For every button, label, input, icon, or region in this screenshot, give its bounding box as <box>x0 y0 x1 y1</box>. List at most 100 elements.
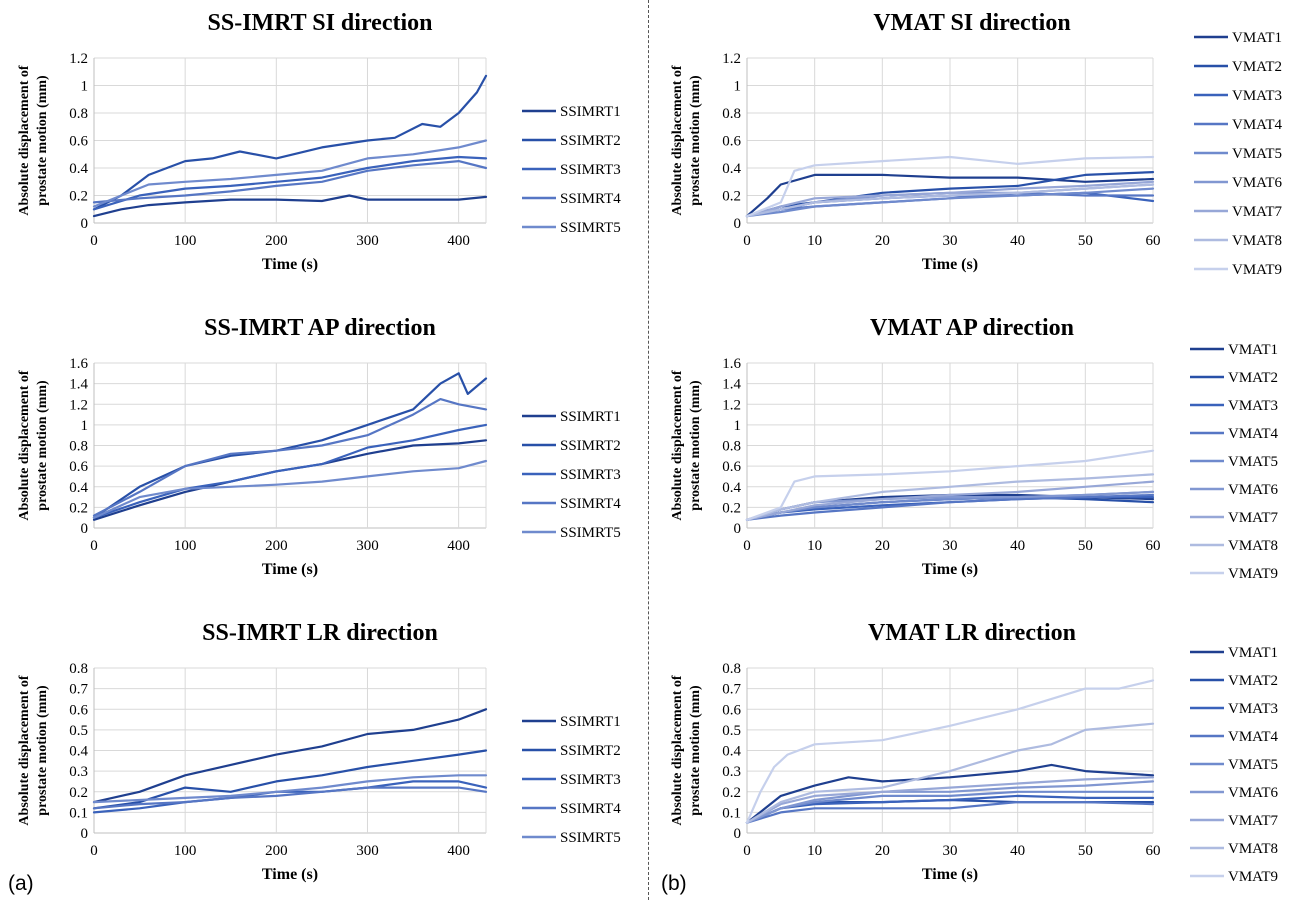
y-tick-label: 0.3 <box>69 764 88 780</box>
legend-label: SSIMRT2 <box>560 133 621 149</box>
chart-title: SS-IMRT LR direction <box>202 620 438 646</box>
y-tick-label: 0.1 <box>69 805 88 821</box>
y-tick-label: 0.8 <box>722 661 741 677</box>
y-tick-label: 1.4 <box>722 377 741 393</box>
legend-label: VMAT4 <box>1228 729 1279 745</box>
x-axis-label: Time (s) <box>262 561 318 578</box>
legend-label: VMAT1 <box>1228 342 1278 358</box>
y-tick-label: 0.6 <box>69 459 88 475</box>
legend-label: SSIMRT5 <box>560 525 621 541</box>
panel-label-b: (b) <box>661 872 687 895</box>
legend-label: VMAT9 <box>1232 262 1282 278</box>
y-tick-label: 0 <box>734 521 742 537</box>
x-tick-label: 300 <box>356 233 379 249</box>
y-tick-label: 1.2 <box>69 397 88 413</box>
x-tick-label: 0 <box>90 233 98 249</box>
x-tick-label: 20 <box>875 538 890 554</box>
series-line-vmat9 <box>745 449 1155 521</box>
x-tick-label: 10 <box>807 233 822 249</box>
series-line-ssimrt4 <box>92 398 488 517</box>
series-line-ssimrt3 <box>92 423 488 519</box>
y-axis-label: Absolute displacement of <box>670 675 685 825</box>
x-tick-label: 40 <box>1010 233 1025 249</box>
series-line-vmat4 <box>745 493 1155 521</box>
y-axis-label: prostate motion (mm) <box>688 380 703 511</box>
series-line-ssimrt3 <box>92 780 488 814</box>
y-tick-label: 1 <box>734 79 742 95</box>
legend-label: SSIMRT5 <box>560 220 621 236</box>
y-tick-label: 0.6 <box>722 134 741 150</box>
legend-label: VMAT2 <box>1228 370 1278 386</box>
y-tick-label: 0.2 <box>69 500 88 516</box>
x-tick-label: 30 <box>943 233 958 249</box>
y-axis-label: prostate motion (mm) <box>688 685 703 816</box>
y-tick-label: 0.8 <box>69 106 88 122</box>
x-tick-label: 20 <box>875 843 890 859</box>
series-line-ssimrt5 <box>92 459 488 519</box>
legend-label: VMAT3 <box>1232 88 1282 104</box>
series-line-vmat4 <box>745 800 1155 824</box>
chart-ssimrt-lr: SS-IMRT LR direction 0 0.1 0.2 0.3 0.4 0.5 0.6 0… <box>17 620 621 883</box>
y-tick-label: 0.4 <box>69 744 88 760</box>
legend-label: SSIMRT4 <box>560 801 621 817</box>
y-tick-label: 0.4 <box>69 480 88 496</box>
series-line-vmat7 <box>745 776 1155 824</box>
x-tick-label: 100 <box>174 538 197 554</box>
legend-label: SSIMRT3 <box>560 467 621 483</box>
series-line-vmat5 <box>745 187 1155 218</box>
series-line-ssimrt5 <box>92 139 488 208</box>
legend-label: SSIMRT1 <box>560 714 621 730</box>
legend-label: SSIMRT3 <box>560 772 621 788</box>
y-axis-label: Absolute displacement of <box>17 65 32 215</box>
legend-label: SSIMRT2 <box>560 743 621 759</box>
y-tick-label: 0.5 <box>722 723 741 739</box>
series-line-ssimrt1 <box>92 708 488 804</box>
x-tick-label: 50 <box>1078 538 1093 554</box>
legend-label: VMAT6 <box>1228 785 1279 801</box>
y-axis-label: Absolute displacement of <box>17 370 32 520</box>
x-tick-label: 300 <box>356 538 379 554</box>
x-tick-label: 200 <box>265 538 288 554</box>
x-axis-label: Time (s) <box>922 256 978 273</box>
y-tick-label: 1.4 <box>69 377 88 393</box>
x-axis-label: Time (s) <box>262 256 318 273</box>
legend-label: VMAT8 <box>1232 233 1282 249</box>
y-tick-label: 0.2 <box>722 500 741 516</box>
y-tick-label: 0.2 <box>722 189 741 205</box>
series-line-ssimrt1 <box>92 194 488 218</box>
series-line-ssimrt4 <box>92 786 488 810</box>
y-tick-label: 0.3 <box>722 764 741 780</box>
y-axis-label: Absolute displacement of <box>17 675 32 825</box>
y-tick-label: 0.4 <box>722 744 741 760</box>
y-axis-label: Absolute displacement of <box>670 65 685 215</box>
x-axis-label: Time (s) <box>922 561 978 578</box>
y-tick-label: 0.4 <box>69 161 88 177</box>
y-tick-label: 0 <box>81 826 89 842</box>
x-tick-label: 30 <box>943 843 958 859</box>
legend-label: SSIMRT3 <box>560 162 621 178</box>
y-tick-label: 0.4 <box>722 480 741 496</box>
x-tick-label: 400 <box>447 843 470 859</box>
y-tick-label: 1 <box>81 418 89 434</box>
x-tick-label: 60 <box>1146 233 1161 249</box>
y-tick-label: 0.2 <box>69 785 88 801</box>
y-tick-label: 0.5 <box>69 723 88 739</box>
y-tick-label: 0.4 <box>722 161 741 177</box>
x-tick-label: 100 <box>174 843 197 859</box>
y-tick-label: 0.6 <box>722 702 741 718</box>
y-tick-label: 0 <box>81 216 89 232</box>
legend-label: SSIMRT2 <box>560 438 621 454</box>
series-line-vmat7 <box>745 180 1155 218</box>
x-tick-label: 50 <box>1078 233 1093 249</box>
legend-label: VMAT9 <box>1228 869 1278 885</box>
series-line-vmat8 <box>745 722 1155 824</box>
x-tick-label: 400 <box>447 538 470 554</box>
x-tick-label: 100 <box>174 233 197 249</box>
y-tick-label: 0.6 <box>69 702 88 718</box>
legend-label: VMAT7 <box>1232 204 1283 220</box>
x-tick-label: 0 <box>90 538 98 554</box>
y-tick-label: 0.8 <box>69 439 88 455</box>
legend-label: VMAT6 <box>1232 175 1283 191</box>
y-tick-label: 0.7 <box>722 682 741 698</box>
